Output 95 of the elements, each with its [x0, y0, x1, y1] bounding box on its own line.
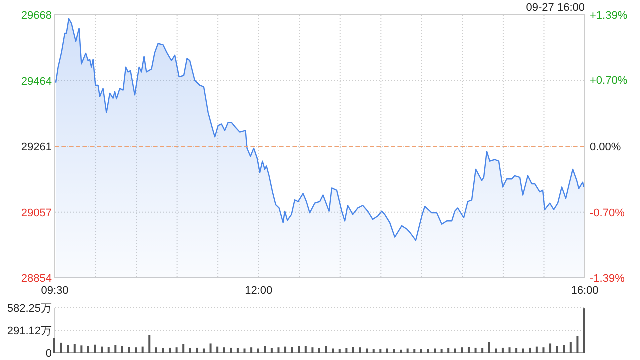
bar: [502, 348, 504, 353]
bar: [236, 348, 239, 353]
y-tick-label: 0: [46, 348, 52, 360]
y-tick-label: 29057: [21, 207, 52, 220]
bar: [468, 347, 470, 353]
bar: [304, 346, 307, 353]
bar: [550, 344, 552, 353]
bar: [101, 346, 104, 353]
x-tick-label: 12:00: [245, 285, 273, 297]
y-tick-label: 291.12万: [7, 325, 52, 338]
bar: [142, 346, 144, 353]
text: 09-27 16:00: [526, 2, 585, 14]
bar: [508, 348, 511, 353]
bar: [563, 345, 566, 353]
bar: [522, 348, 524, 353]
bar: [427, 349, 430, 353]
bar: [516, 348, 518, 353]
bar: [202, 348, 205, 353]
bar: [312, 348, 314, 353]
bar: [60, 342, 62, 353]
bar: [67, 345, 70, 353]
y2-tick-label: -1.39%: [590, 272, 626, 285]
bar: [570, 342, 572, 353]
x-tick-label: 09:30: [41, 285, 69, 297]
bar: [135, 348, 138, 353]
bar: [454, 348, 456, 353]
bar: [182, 344, 185, 353]
bar: [298, 346, 300, 353]
bar: [230, 348, 232, 353]
y2-tick-label: +1.39%: [590, 10, 628, 22]
bar: [216, 346, 219, 353]
bar: [291, 347, 294, 353]
bar: [54, 338, 56, 353]
y2-tick-label: +0.70%: [590, 75, 628, 88]
bar: [393, 350, 396, 353]
bar: [536, 346, 538, 353]
y2-tick-label: 0.00%: [590, 141, 622, 154]
bar: [114, 345, 117, 353]
bar: [169, 348, 172, 353]
bar: [325, 346, 328, 353]
bar: [495, 348, 498, 353]
bar: [366, 348, 368, 353]
bar: [189, 348, 192, 353]
bar: [162, 348, 164, 353]
bar: [284, 346, 287, 353]
bar: [420, 350, 422, 353]
bar: [87, 346, 90, 353]
y-tick-label: 28854: [21, 272, 52, 285]
bar: [346, 348, 348, 353]
bar: [576, 336, 579, 353]
y-tick-label: 582.25万: [7, 302, 52, 315]
bar: [380, 349, 382, 353]
bar: [529, 348, 532, 353]
bar: [270, 348, 273, 353]
bar: [223, 348, 226, 353]
bar: [80, 346, 83, 353]
bar: [318, 348, 320, 353]
bar: [406, 348, 409, 353]
y-tick-label: 29668: [21, 10, 52, 22]
bar: [386, 348, 388, 353]
bar: [461, 348, 464, 353]
bar: [196, 348, 198, 353]
bar: [448, 348, 450, 353]
y-tick-label: 29261: [21, 141, 52, 154]
bar: [556, 346, 558, 353]
bar: [74, 344, 76, 353]
bar: [474, 348, 477, 353]
bar: [372, 350, 375, 353]
bar: [352, 347, 354, 353]
bar: [250, 348, 253, 353]
bar: [542, 348, 545, 353]
bar: [121, 346, 124, 353]
bar: [332, 348, 334, 353]
bar: [482, 348, 484, 353]
bar: [338, 349, 341, 353]
bar: [400, 350, 402, 353]
bar: [440, 349, 443, 353]
bar: [155, 348, 158, 353]
bar: [414, 349, 416, 353]
bar: [210, 344, 212, 353]
bar: [359, 348, 362, 353]
bar: [278, 348, 280, 353]
bar: [176, 348, 178, 353]
y2-tick-label: -0.70%: [590, 208, 626, 220]
bar: [148, 335, 151, 353]
bar: [94, 344, 96, 353]
bar: [434, 348, 436, 353]
bar: [244, 348, 246, 353]
x-tick-label: 16:00: [571, 285, 599, 297]
bar: [488, 342, 490, 353]
bar: [108, 347, 110, 353]
y-tick-label: 29464: [21, 76, 52, 88]
bar: [128, 347, 130, 353]
bar: [257, 348, 260, 353]
bar: [264, 346, 266, 353]
